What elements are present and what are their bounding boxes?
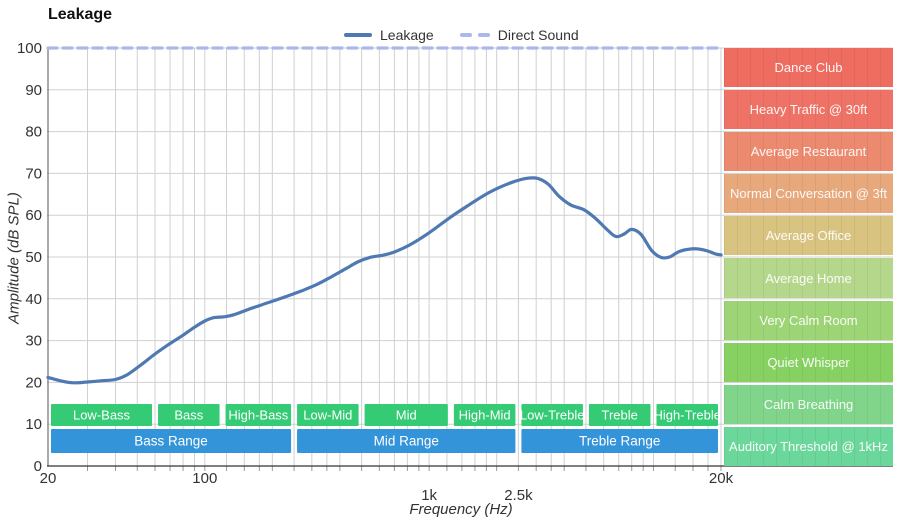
y-tick-label: 40 bbox=[25, 291, 42, 308]
legend: Leakage Direct Sound bbox=[344, 27, 579, 43]
sub-band bbox=[364, 404, 448, 426]
sub-band bbox=[453, 404, 516, 426]
y-tick-label: 50 bbox=[25, 249, 42, 266]
sub-band-label: High-Treble bbox=[654, 408, 721, 423]
noise-level-row: Quiet Whisper bbox=[724, 342, 893, 382]
noise-level-label: Auditory Threshold @ 1kHz bbox=[729, 438, 888, 454]
leakage-line-swatch bbox=[344, 33, 372, 37]
noise-level-row: Average Restaurant bbox=[724, 132, 893, 172]
sub-band bbox=[297, 404, 359, 426]
y-tick-label: 90 bbox=[25, 82, 42, 99]
noise-level-label: Quiet Whisper bbox=[767, 354, 850, 370]
range-band-label: Treble Range bbox=[579, 434, 660, 449]
x-axis-title: Frequency (Hz) bbox=[409, 501, 513, 518]
y-tick-label: 20 bbox=[25, 374, 42, 391]
sub-band-label: Low-Bass bbox=[73, 408, 131, 423]
y-tick-label: 70 bbox=[25, 165, 42, 182]
noise-level-row: Calm Breathing bbox=[724, 384, 893, 424]
y-tick-label: 0 bbox=[34, 458, 42, 475]
range-band-label: Bass Range bbox=[134, 434, 208, 449]
sub-band bbox=[225, 404, 292, 426]
sub-band-label: High-Mid bbox=[459, 408, 511, 423]
y-tick-label: 10 bbox=[25, 416, 42, 433]
noise-level-label: Average Restaurant bbox=[750, 144, 867, 160]
direct-sound-line-swatch bbox=[459, 33, 490, 37]
noise-level-label: Average Home bbox=[765, 270, 852, 286]
sub-band-label: Low-Mid bbox=[303, 408, 352, 423]
series-leakage bbox=[46, 176, 723, 385]
noise-level-row: Normal Conversation @ 3ft bbox=[724, 174, 893, 214]
x-tick-label: 2.5k bbox=[504, 487, 533, 504]
legend-label-direct-sound: Direct Sound bbox=[497, 27, 579, 43]
noise-level-row: Average Office bbox=[724, 216, 893, 256]
noise-level-row: Auditory Threshold @ 1kHz bbox=[724, 426, 893, 466]
sub-band-label: Low-Treble bbox=[520, 408, 585, 423]
sub-band bbox=[588, 404, 651, 426]
sub-band-label: Treble bbox=[602, 408, 638, 423]
noise-level-row: Dance Club bbox=[724, 48, 893, 88]
y-tick-label: 30 bbox=[25, 333, 42, 350]
legend-item-direct-sound[interactable]: Direct Sound bbox=[459, 27, 579, 43]
noise-level-label: Heavy Traffic @ 30ft bbox=[749, 102, 868, 118]
range-band bbox=[51, 429, 292, 453]
range-band bbox=[521, 429, 718, 453]
sub-band bbox=[51, 404, 153, 426]
y-tick-label: 80 bbox=[25, 124, 42, 141]
x-tick-label: 20 bbox=[40, 470, 57, 487]
sub-band-label: Bass bbox=[174, 408, 203, 423]
x-tick-label: 20k bbox=[709, 470, 734, 487]
noise-level-label: Calm Breathing bbox=[763, 396, 854, 412]
noise-level-label: Very Calm Room bbox=[759, 312, 858, 328]
legend-label-leakage: Leakage bbox=[380, 27, 434, 43]
chart-title: Leakage bbox=[48, 6, 113, 23]
noise-level-row: Heavy Traffic @ 30ft bbox=[724, 90, 893, 130]
noise-level-scale: Dance Club Heavy Traffic @ 30ft Average Re… bbox=[724, 48, 893, 466]
noise-level-label: Normal Conversation @ 3ft bbox=[730, 186, 887, 202]
noise-level-label: Dance Club bbox=[774, 60, 843, 76]
sub-band-label: High-Bass bbox=[228, 408, 288, 423]
noise-level-row: Average Home bbox=[724, 258, 893, 298]
sub-band bbox=[521, 404, 583, 426]
x-tick-label: 100 bbox=[192, 470, 217, 487]
range-band-label: Mid Range bbox=[374, 434, 439, 449]
y-tick-label: 100 bbox=[17, 40, 42, 57]
y-tick-label: 60 bbox=[25, 207, 42, 224]
sub-band bbox=[656, 404, 718, 426]
sub-band bbox=[158, 404, 220, 426]
range-band bbox=[297, 429, 516, 453]
x-tick-label: 1k bbox=[421, 487, 437, 504]
noise-level-label: Average Office bbox=[765, 228, 852, 244]
legend-item-leakage[interactable]: Leakage bbox=[344, 27, 434, 43]
sub-band-label: Mid bbox=[396, 408, 417, 423]
noise-level-row: Very Calm Room bbox=[724, 300, 893, 340]
